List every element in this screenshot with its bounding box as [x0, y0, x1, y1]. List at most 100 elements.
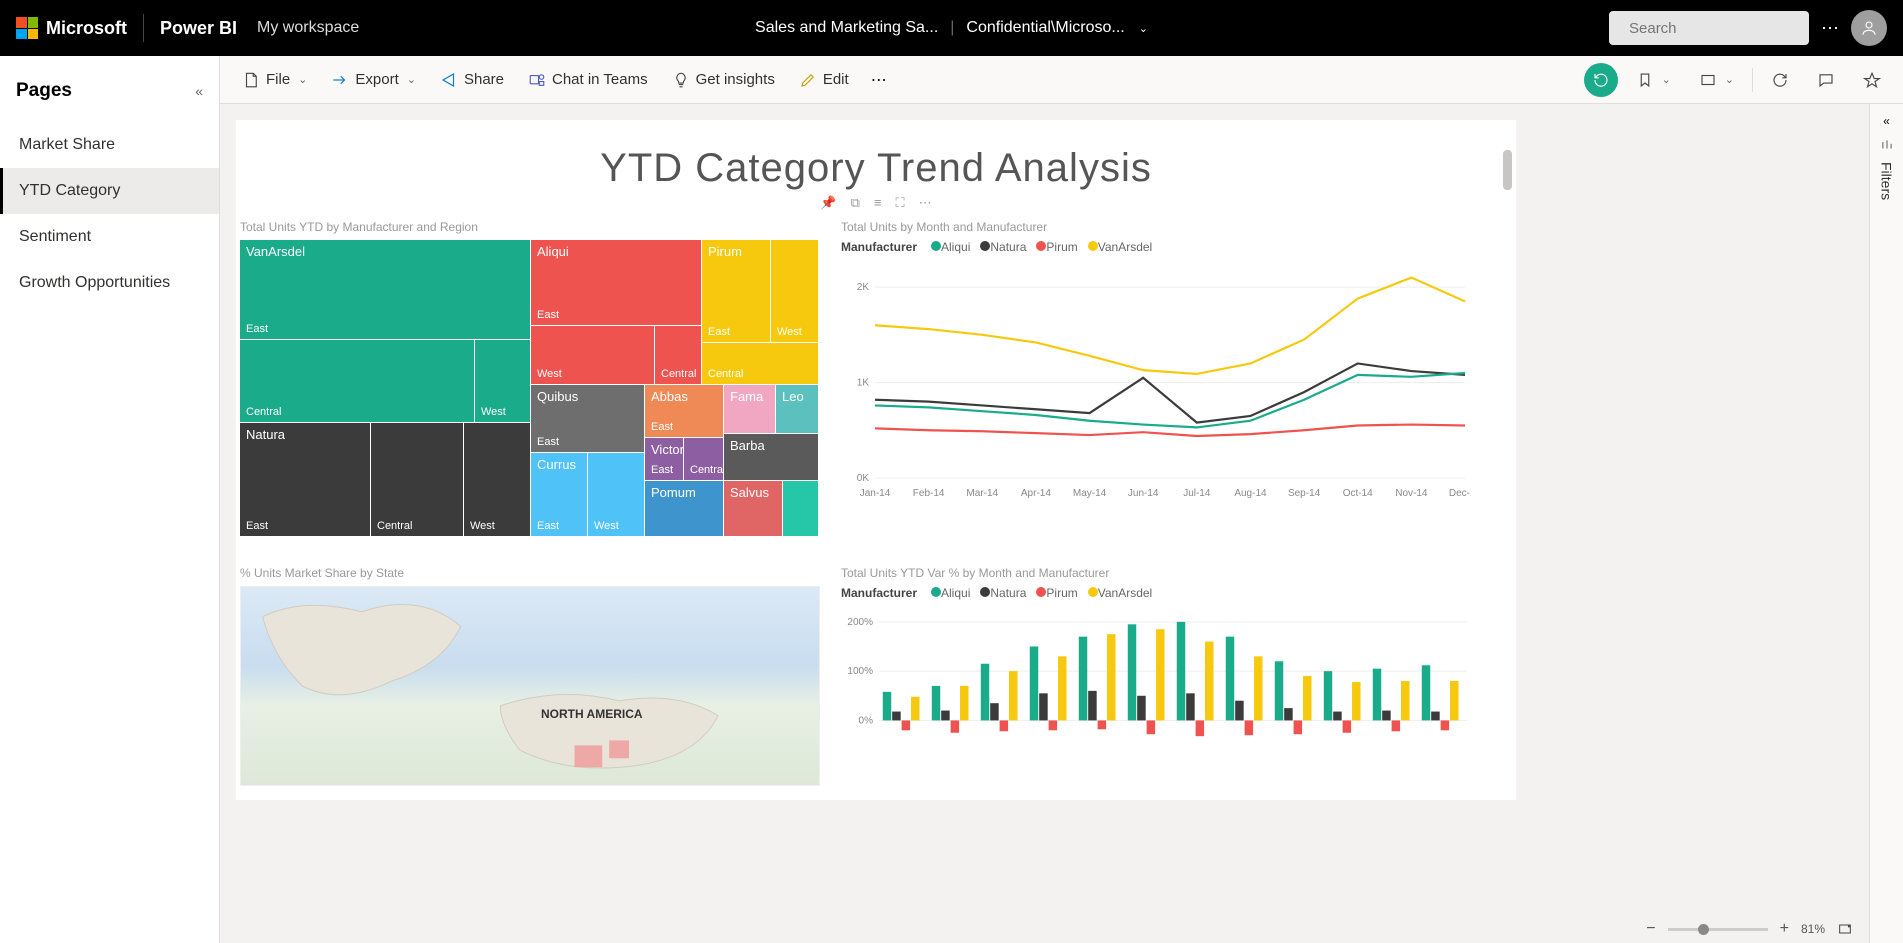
treemap-cell[interactable]: Salvus: [724, 481, 782, 536]
treemap-cell[interactable]: Central: [240, 340, 474, 422]
bar[interactable]: [883, 692, 891, 721]
bar[interactable]: [1235, 701, 1243, 721]
treemap-cell[interactable]: West: [464, 423, 530, 536]
line-chart-visual[interactable]: Total Units by Month and Manufacturer Ma…: [841, 220, 1481, 540]
page-item-market-share[interactable]: Market Share: [0, 122, 219, 168]
treemap-cell[interactable]: CurrusEast: [531, 453, 587, 536]
bar[interactable]: [1039, 693, 1047, 720]
bar[interactable]: [960, 686, 968, 721]
share-button[interactable]: Share: [430, 65, 514, 95]
legend-item[interactable]: VanArsdel: [1098, 240, 1152, 254]
treemap-visual[interactable]: Total Units YTD by Manufacturer and Regi…: [240, 220, 820, 540]
treemap-cell[interactable]: West: [771, 240, 818, 342]
refresh-button[interactable]: [1761, 65, 1799, 95]
map-canvas[interactable]: NORTH AMERICA: [240, 586, 820, 786]
bookmark-button[interactable]: ⌄: [1626, 65, 1681, 95]
bar[interactable]: [1303, 676, 1311, 720]
treemap-cell[interactable]: West: [531, 326, 654, 384]
bar[interactable]: [1450, 681, 1458, 720]
legend-item[interactable]: VanArsdel: [1098, 586, 1152, 600]
bar[interactable]: [1098, 720, 1106, 729]
file-menu[interactable]: File⌄: [232, 65, 317, 95]
bar[interactable]: [1245, 720, 1253, 735]
bar[interactable]: [1049, 720, 1057, 730]
bar[interactable]: [1431, 712, 1439, 721]
avatar[interactable]: [1851, 10, 1887, 46]
bar[interactable]: [1343, 720, 1351, 732]
bar[interactable]: [1128, 624, 1136, 720]
bar[interactable]: [1030, 647, 1038, 721]
bar[interactable]: [1058, 656, 1066, 720]
treemap-cell[interactable]: Central: [702, 343, 818, 384]
expand-filters-icon[interactable]: «: [1883, 114, 1890, 128]
bar[interactable]: [981, 664, 989, 721]
chevron-down-icon[interactable]: ⌄: [1139, 22, 1148, 35]
treemap-cell[interactable]: Central: [684, 438, 723, 480]
bar[interactable]: [1000, 720, 1008, 731]
chat-teams-button[interactable]: Chat in Teams: [518, 65, 658, 95]
treemap-cell[interactable]: QuibusEast: [531, 385, 644, 452]
bar[interactable]: [1254, 656, 1262, 720]
bar[interactable]: [941, 711, 949, 721]
bar[interactable]: [911, 697, 919, 721]
bar[interactable]: [1401, 681, 1409, 720]
zoom-out-button[interactable]: −: [1646, 920, 1655, 938]
legend-item[interactable]: Pirum: [1046, 586, 1077, 600]
legend-item[interactable]: Natura: [990, 586, 1026, 600]
bar[interactable]: [902, 720, 910, 730]
treemap-cell[interactable]: Central: [655, 326, 701, 384]
copy-icon[interactable]: ⧉: [851, 195, 860, 211]
bar[interactable]: [1156, 629, 1164, 720]
bar[interactable]: [1284, 708, 1292, 720]
fit-page-icon[interactable]: [1837, 920, 1853, 938]
insights-button[interactable]: Get insights: [662, 65, 785, 95]
treemap-cell[interactable]: Central: [371, 423, 463, 536]
bar[interactable]: [1186, 693, 1194, 720]
bar[interactable]: [1324, 671, 1332, 720]
bar[interactable]: [1137, 696, 1145, 721]
bar[interactable]: [990, 703, 998, 720]
zoom-in-button[interactable]: +: [1780, 920, 1789, 938]
bar[interactable]: [1275, 661, 1283, 720]
comment-button[interactable]: [1807, 65, 1845, 95]
treemap-cell[interactable]: AliquiEast: [531, 240, 701, 325]
bar[interactable]: [892, 712, 900, 721]
bar[interactable]: [1422, 665, 1430, 720]
bar[interactable]: [1009, 671, 1017, 720]
toolbar-more-icon[interactable]: ⋯: [863, 70, 895, 90]
export-menu[interactable]: Export⌄: [321, 65, 426, 95]
bar[interactable]: [1294, 720, 1302, 734]
bar[interactable]: [1147, 720, 1155, 734]
scrollbar-thumb[interactable]: [1503, 150, 1512, 190]
report-name[interactable]: Sales and Marketing Sa...: [755, 19, 938, 37]
more-icon[interactable]: ⋯: [1821, 18, 1839, 39]
pin-icon[interactable]: 📌: [820, 195, 836, 211]
legend-item[interactable]: Natura: [990, 240, 1026, 254]
treemap-cell[interactable]: Pomum: [645, 481, 723, 536]
search-box[interactable]: [1609, 11, 1809, 45]
line-series[interactable]: [875, 278, 1465, 374]
workspace-link[interactable]: My workspace: [257, 19, 359, 37]
treemap-cell[interactable]: PirumEast: [702, 240, 770, 342]
legend-item[interactable]: Pirum: [1046, 240, 1077, 254]
bar[interactable]: [1088, 691, 1096, 721]
bar[interactable]: [1373, 669, 1381, 721]
treemap-cell[interactable]: AbbasEast: [645, 385, 723, 437]
report-canvas[interactable]: YTD Category Trend Analysis 📌 ⧉ ≡ ⛶ ⋯ To…: [236, 120, 1516, 800]
filters-rail[interactable]: « Filters: [1869, 104, 1903, 943]
bar[interactable]: [1333, 712, 1341, 721]
map-visual[interactable]: % Units Market Share by State NORTH AMER…: [240, 566, 820, 796]
reset-button[interactable]: [1584, 63, 1618, 97]
filter-icon[interactable]: ≡: [874, 195, 882, 211]
edit-button[interactable]: Edit: [789, 65, 859, 95]
bar[interactable]: [1382, 711, 1390, 721]
treemap-cell[interactable]: West: [475, 340, 530, 422]
bar[interactable]: [1196, 720, 1204, 736]
bar[interactable]: [1392, 720, 1400, 731]
page-item-growth-opportunities[interactable]: Growth Opportunities: [0, 260, 219, 306]
page-item-ytd-category[interactable]: YTD Category: [0, 168, 219, 214]
product-label[interactable]: Power BI: [160, 18, 237, 39]
bar[interactable]: [1441, 720, 1449, 730]
zoom-slider[interactable]: [1668, 928, 1768, 931]
treemap-cell[interactable]: Leo: [776, 385, 818, 433]
